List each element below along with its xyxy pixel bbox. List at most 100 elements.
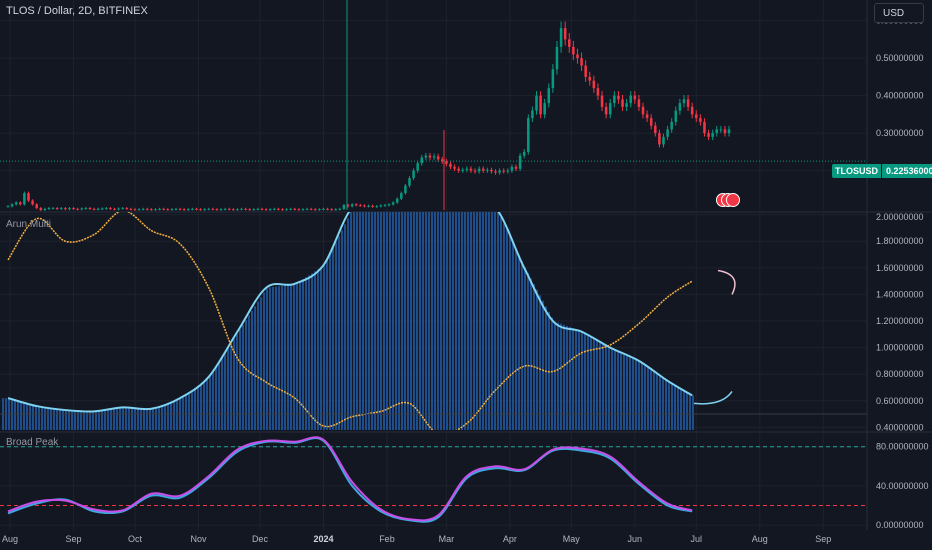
candle[interactable]	[252, 209, 256, 211]
candle[interactable]	[301, 209, 305, 211]
candle[interactable]	[445, 161, 448, 164]
broad-peak-label[interactable]: Broad Peak	[6, 437, 59, 448]
candle[interactable]	[309, 208, 313, 210]
candle[interactable]	[43, 208, 47, 210]
candle[interactable]	[203, 209, 206, 211]
candle[interactable]	[727, 129, 731, 134]
candle[interactable]	[555, 46, 559, 70]
candle[interactable]	[6, 206, 10, 208]
candle[interactable]	[141, 208, 145, 210]
candle[interactable]	[72, 208, 75, 210]
candle[interactable]	[621, 99, 624, 107]
candle[interactable]	[55, 208, 59, 210]
candle[interactable]	[395, 198, 399, 203]
candle[interactable]	[567, 39, 571, 47]
arun-multi-label[interactable]: Arun Multi	[6, 219, 52, 230]
candle[interactable]	[170, 209, 174, 211]
candle[interactable]	[527, 118, 530, 152]
candle[interactable]	[707, 133, 710, 137]
candle[interactable]	[19, 202, 22, 205]
candle[interactable]	[318, 209, 321, 211]
candle[interactable]	[330, 209, 333, 211]
candle[interactable]	[391, 202, 395, 205]
candle[interactable]	[699, 118, 702, 122]
candle[interactable]	[400, 193, 403, 199]
candle[interactable]	[342, 205, 346, 209]
candle[interactable]	[211, 208, 215, 210]
candle[interactable]	[502, 170, 505, 172]
candle[interactable]	[215, 209, 219, 211]
candle[interactable]	[105, 208, 108, 210]
candle[interactable]	[490, 169, 493, 172]
candle[interactable]	[88, 208, 92, 210]
candle[interactable]	[326, 208, 329, 210]
candle[interactable]	[297, 209, 301, 211]
candle[interactable]	[535, 95, 538, 111]
candle[interactable]	[584, 65, 587, 77]
candle[interactable]	[662, 136, 665, 145]
candle[interactable]	[338, 208, 342, 210]
candle[interactable]	[10, 204, 14, 207]
candle[interactable]	[313, 209, 317, 211]
symbol-title[interactable]: TLOS / Dollar, 2D, BITFINEX	[6, 5, 148, 17]
candle[interactable]	[416, 163, 419, 171]
candle[interactable]	[522, 151, 526, 156]
candle[interactable]	[137, 209, 141, 211]
orange-line[interactable]	[7, 211, 693, 435]
candle[interactable]	[35, 204, 38, 209]
candle[interactable]	[723, 129, 727, 134]
candle[interactable]	[592, 80, 596, 89]
candle[interactable]	[719, 129, 723, 131]
candle[interactable]	[195, 208, 198, 210]
candle[interactable]	[76, 208, 79, 210]
candle[interactable]	[576, 54, 579, 59]
candle[interactable]	[133, 209, 137, 211]
candle[interactable]	[674, 110, 678, 122]
candle[interactable]	[404, 185, 407, 194]
candle[interactable]	[387, 204, 391, 206]
candle[interactable]	[31, 200, 34, 205]
candle[interactable]	[47, 208, 51, 210]
candle[interactable]	[199, 209, 202, 211]
candle[interactable]	[436, 156, 440, 160]
candle[interactable]	[412, 170, 415, 179]
candle[interactable]	[80, 208, 84, 210]
candle[interactable]	[551, 69, 555, 89]
candle[interactable]	[191, 208, 194, 210]
candle[interactable]	[293, 208, 297, 210]
candle[interactable]	[600, 95, 604, 107]
candle[interactable]	[256, 208, 260, 210]
price-pane[interactable]	[0, 0, 867, 212]
candle[interactable]	[51, 208, 55, 210]
candle[interactable]	[244, 208, 247, 210]
candle[interactable]	[678, 103, 682, 111]
candle[interactable]	[64, 208, 67, 210]
candle[interactable]	[473, 170, 477, 172]
candle[interactable]	[359, 205, 362, 207]
broad-peak-pane[interactable]	[0, 436, 867, 523]
candle[interactable]	[121, 208, 124, 210]
candle[interactable]	[23, 193, 26, 205]
candle[interactable]	[109, 208, 112, 210]
candle[interactable]	[186, 209, 190, 211]
candle[interactable]	[461, 169, 465, 171]
candle[interactable]	[150, 209, 153, 211]
candle[interactable]	[227, 208, 231, 210]
candle[interactable]	[563, 28, 567, 40]
candle[interactable]	[420, 157, 424, 164]
candle[interactable]	[424, 155, 428, 158]
candle[interactable]	[703, 121, 706, 134]
currency-button[interactable]: USD	[874, 3, 924, 23]
candle[interactable]	[277, 208, 280, 210]
candle[interactable]	[154, 209, 157, 211]
candle[interactable]	[346, 205, 350, 207]
candle[interactable]	[379, 205, 383, 207]
candle[interactable]	[129, 208, 133, 210]
candle[interactable]	[178, 208, 182, 210]
candle[interactable]	[477, 168, 481, 172]
candle[interactable]	[633, 95, 637, 100]
candle[interactable]	[84, 208, 88, 210]
candle[interactable]	[182, 209, 186, 211]
candle[interactable]	[580, 58, 583, 66]
candle[interactable]	[174, 208, 178, 210]
